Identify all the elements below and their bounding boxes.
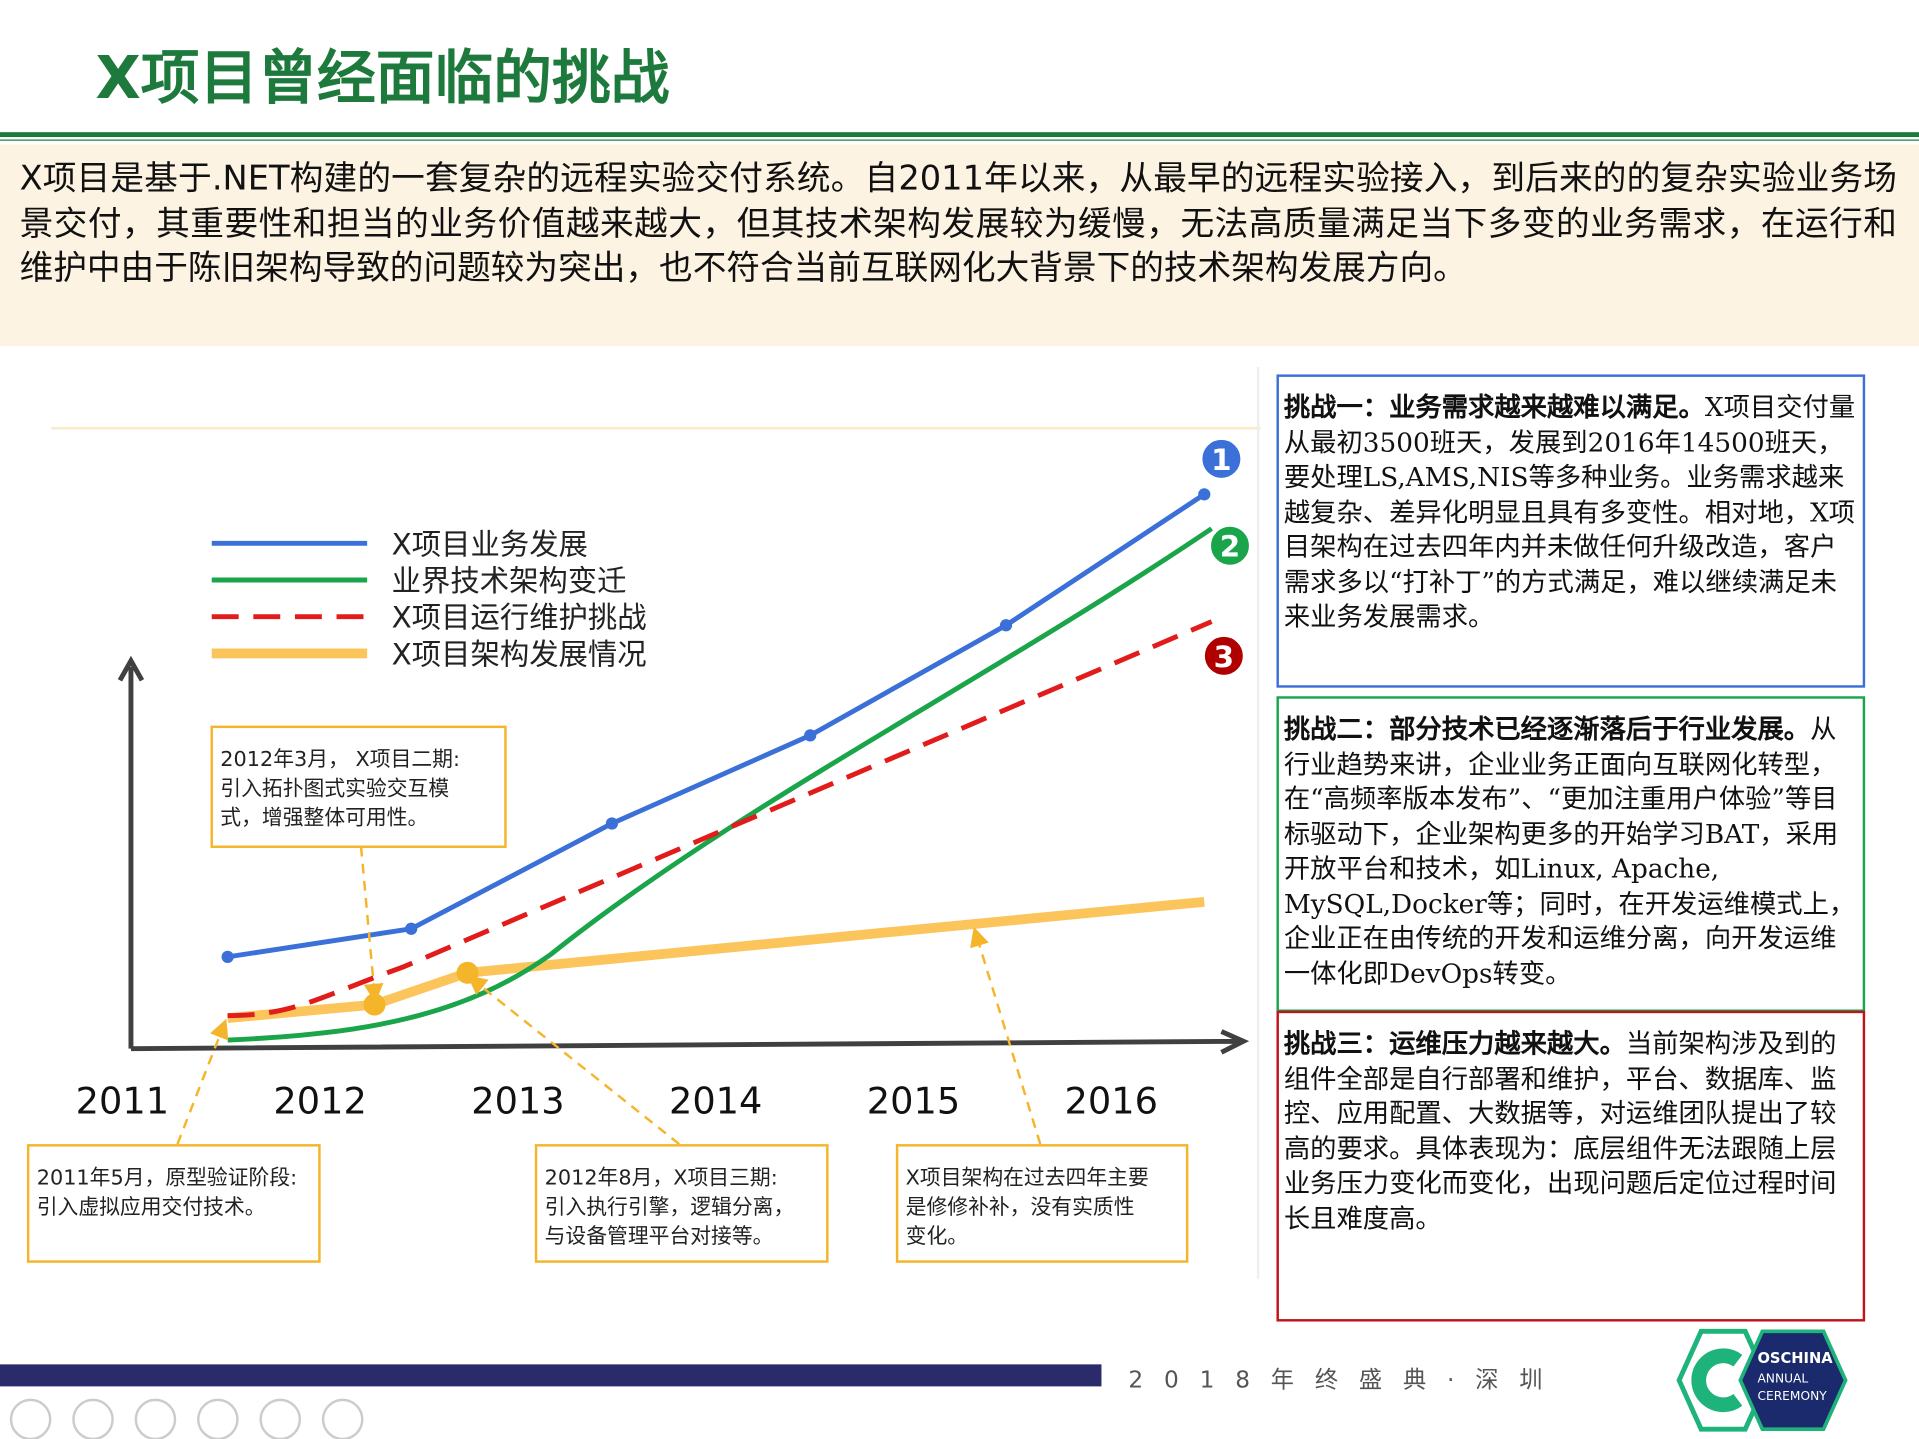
business-points [221,488,1211,964]
marker-label: 2 [1220,530,1240,564]
marker-label: 1 [1211,443,1231,477]
year-label: 2015 [867,1080,960,1123]
year-label: 2014 [669,1080,762,1123]
year-label: 2013 [471,1080,564,1123]
callout-box: X项目架构在过去四年主要 是修修补补，没有实质性 变化。 [895,1144,1189,1263]
challenge-body: 从行业趋势来讲，企业业务正面向互联网化转型，在“高频率版本发布”、“更加注重用户… [1283,714,1856,990]
logo-text: ANNUAL [1757,1372,1808,1386]
legend-label: X项目运行维护挑战 [392,601,647,635]
arch-point [363,993,386,1016]
intro-text: X项目是基于.NET构建的一套复杂的远程实验交付系统。自2011年以来，从最早的… [0,144,1919,347]
callout-box: 2011年5月，原型验证阶段: 引入虚拟应用交付技术。 [26,1144,321,1263]
footer-event: 2018年终盛典·深圳 [1128,1366,1564,1394]
nav-icons [9,1398,364,1439]
footer-bar [0,1364,1102,1387]
marker-badge [1201,633,1247,679]
challenge-heading: 挑战三：运维压力越来越大。 [1283,1029,1626,1060]
logo: OSCHINA ANNUAL CEREMONY [1676,1328,1848,1432]
slide-title: X项目曾经面临的挑战 [95,44,670,113]
logo-text: OSCHINA [1757,1350,1833,1367]
logo-text: CEREMONY [1757,1389,1827,1403]
callout-box: 2012年8月，X项目三期: 引入执行引擎，逻辑分离， 与设备管理平台对接等。 [534,1144,829,1263]
ops-line [227,619,1213,1019]
challenge-box: 挑战一：业务需求越来越难以满足。X项目交付量从最初3500班天，发展到2016年… [1276,374,1866,688]
challenge-box: 挑战三：运维压力越来越大。当前架构涉及到的组件全部是自行部署和维护，平台、数据库… [1276,1010,1866,1322]
challenge-heading: 挑战二：部分技术已经逐渐落后于行业发展。 [1283,714,1811,746]
marker-badge [1198,436,1245,482]
industry-line [227,526,1213,1043]
marker-badge [1207,523,1253,569]
challenge-body: 当前架构涉及到的组件全部是自行部署和维护，平台、数据库、监控、应用配置、大数据等… [1283,1029,1837,1235]
x-axis [130,1029,1250,1055]
year-label: 2016 [1065,1080,1158,1123]
challenge-box: 挑战二：部分技术已经逐渐落后于行业发展。从行业趋势来讲，企业业务正面向互联网化转… [1276,696,1866,1012]
legend-label: 业界技术架构变迁 [392,564,627,598]
title-rule [0,132,1919,138]
business-line [227,492,1206,960]
arch-point [456,961,479,984]
legend-label: X项目业务发展 [392,527,588,561]
year-label: 2012 [273,1080,366,1123]
challenge-heading: 挑战一：业务需求越来越难以满足。 [1283,392,1705,424]
architecture-line [227,896,1205,1023]
y-axis [117,655,145,1049]
year-label: 2011 [76,1080,169,1123]
callout-arrows [176,846,1042,1146]
title-rule-thin [0,139,1919,141]
legend-label: X项目架构发展情况 [392,637,647,671]
challenge-body: X项目交付量从最初3500班天，发展到2016年14500班天，要处理LS,AM… [1283,392,1856,633]
marker-label: 3 [1214,640,1234,674]
callout-box: 2012年3月， X项目二期: 引入拓扑图式实验交互模 式，增强整体可用性。 [210,725,507,848]
